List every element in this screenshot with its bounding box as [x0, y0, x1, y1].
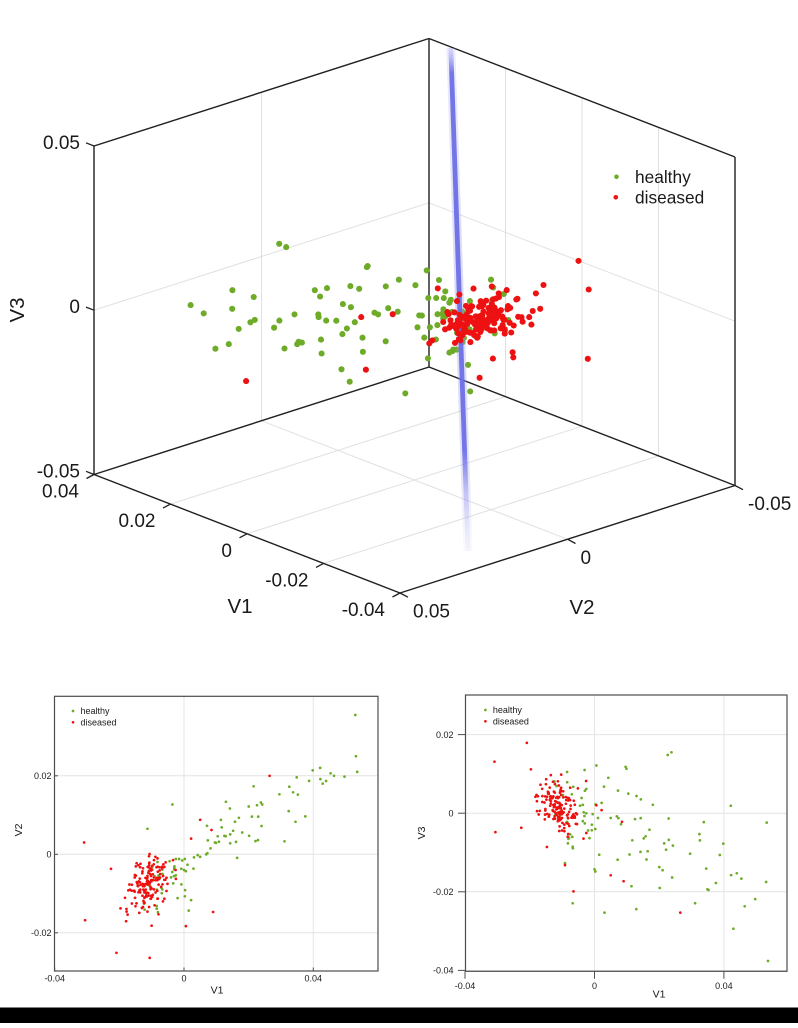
svg-text:V1: V1 — [653, 989, 666, 1001]
svg-text:0: 0 — [592, 981, 597, 991]
svg-text:0.02: 0.02 — [436, 730, 454, 740]
svg-text:V3: V3 — [416, 826, 428, 839]
svg-text:healthy: healthy — [81, 706, 111, 716]
svg-text:0: 0 — [448, 808, 453, 818]
svg-text:diseased: diseased — [81, 717, 117, 727]
svg-text:V2: V2 — [569, 596, 594, 619]
svg-text:0: 0 — [221, 541, 232, 562]
svg-text:0.04: 0.04 — [305, 974, 323, 984]
svg-text:-0.04: -0.04 — [44, 974, 65, 984]
svg-text:V1: V1 — [211, 985, 224, 997]
svg-text:-0.02: -0.02 — [31, 928, 52, 938]
svg-text:-0.05: -0.05 — [37, 462, 80, 483]
svg-text:0.04: 0.04 — [42, 482, 79, 503]
svg-text:0.02: 0.02 — [34, 771, 52, 781]
svg-text:V3: V3 — [6, 297, 29, 322]
svg-text:V1: V1 — [227, 595, 252, 618]
svg-text:healthy: healthy — [635, 167, 691, 187]
svg-text:diseased: diseased — [635, 187, 704, 207]
svg-text:-0.02: -0.02 — [265, 570, 308, 591]
svg-text:0: 0 — [181, 974, 186, 984]
svg-text:-0.04: -0.04 — [342, 600, 386, 621]
svg-text:0.05: 0.05 — [413, 602, 450, 623]
svg-text:0: 0 — [46, 850, 51, 860]
svg-text:healthy: healthy — [493, 705, 523, 715]
svg-text:-0.02: -0.02 — [433, 887, 454, 897]
svg-text:0: 0 — [581, 548, 592, 569]
svg-text:0.02: 0.02 — [119, 511, 156, 532]
svg-text:0.04: 0.04 — [715, 981, 733, 991]
svg-text:0: 0 — [69, 297, 80, 318]
svg-text:-0.05: -0.05 — [748, 494, 791, 515]
svg-text:-0.04: -0.04 — [455, 981, 476, 991]
svg-text:diseased: diseased — [493, 716, 529, 726]
svg-text:V2: V2 — [13, 823, 25, 836]
svg-text:0.05: 0.05 — [43, 133, 80, 154]
svg-text:-0.04: -0.04 — [433, 966, 454, 976]
